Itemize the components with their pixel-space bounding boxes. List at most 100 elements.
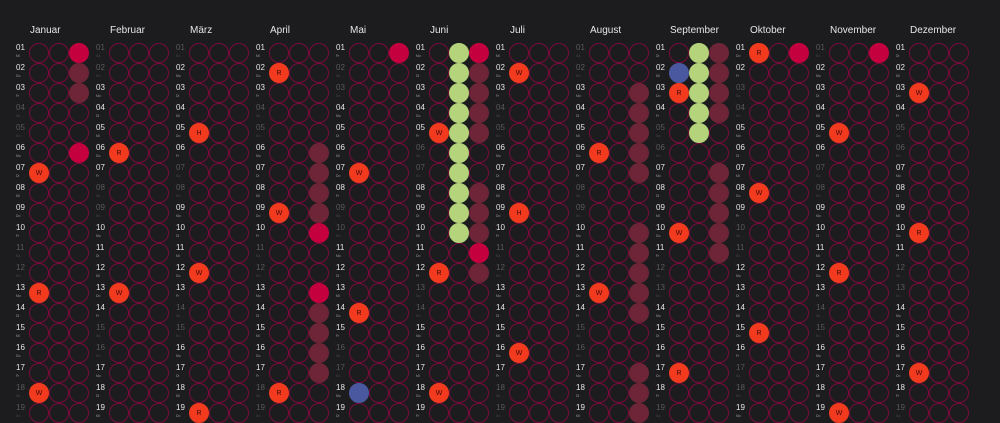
day-slot[interactable] xyxy=(129,363,149,383)
day-slot[interactable] xyxy=(849,383,869,403)
day-slot[interactable] xyxy=(389,103,409,123)
day-slot[interactable] xyxy=(309,63,329,83)
day-slot[interactable] xyxy=(289,123,309,143)
day-slot-marker[interactable]: W xyxy=(429,383,449,403)
day-slot[interactable] xyxy=(209,243,229,263)
day-slot[interactable] xyxy=(749,103,769,123)
day-slot-maroon[interactable] xyxy=(629,383,649,403)
day-slot[interactable] xyxy=(749,143,769,163)
day-slot[interactable] xyxy=(229,203,249,223)
day-slot[interactable] xyxy=(229,103,249,123)
day-slot-crimson[interactable] xyxy=(309,283,329,303)
day-slot[interactable] xyxy=(669,103,689,123)
day-slot[interactable] xyxy=(589,183,609,203)
day-slot[interactable] xyxy=(709,323,729,343)
day-slot-maroon[interactable] xyxy=(629,163,649,183)
day-slot[interactable] xyxy=(789,183,809,203)
day-slot[interactable] xyxy=(789,403,809,423)
day-slot-marker[interactable]: R xyxy=(29,283,49,303)
day-slot[interactable] xyxy=(529,143,549,163)
day-slot[interactable] xyxy=(769,403,789,423)
day-slot[interactable] xyxy=(389,263,409,283)
day-slot[interactable] xyxy=(709,383,729,403)
day-slot[interactable] xyxy=(449,343,469,363)
day-slot[interactable] xyxy=(849,303,869,323)
day-slot[interactable] xyxy=(709,403,729,423)
day-slot[interactable] xyxy=(49,123,69,143)
day-slot[interactable] xyxy=(29,43,49,63)
day-slot-maroon[interactable] xyxy=(309,343,329,363)
day-slot[interactable] xyxy=(549,223,569,243)
day-slot[interactable] xyxy=(749,303,769,323)
day-slot[interactable] xyxy=(689,403,709,423)
day-slot[interactable] xyxy=(549,163,569,183)
day-slot[interactable] xyxy=(369,363,389,383)
day-slot[interactable] xyxy=(49,323,69,343)
day-slot[interactable] xyxy=(549,403,569,423)
day-slot[interactable] xyxy=(209,283,229,303)
day-slot[interactable] xyxy=(229,323,249,343)
day-slot[interactable] xyxy=(469,143,489,163)
day-slot[interactable] xyxy=(429,183,449,203)
day-slot[interactable] xyxy=(509,263,529,283)
day-slot[interactable] xyxy=(549,383,569,403)
day-slot[interactable] xyxy=(429,143,449,163)
day-slot[interactable] xyxy=(769,43,789,63)
day-slot[interactable] xyxy=(29,223,49,243)
day-slot[interactable] xyxy=(389,163,409,183)
day-slot[interactable] xyxy=(609,303,629,323)
day-slot[interactable] xyxy=(49,103,69,123)
day-slot-marker[interactable]: R xyxy=(749,43,769,63)
day-slot[interactable] xyxy=(529,183,549,203)
day-slot-crimson[interactable] xyxy=(69,143,89,163)
day-slot[interactable] xyxy=(829,323,849,343)
day-slot[interactable] xyxy=(689,303,709,323)
day-slot[interactable] xyxy=(909,403,929,423)
day-slot[interactable] xyxy=(49,283,69,303)
day-slot[interactable] xyxy=(689,243,709,263)
day-slot[interactable] xyxy=(529,263,549,283)
day-slot[interactable] xyxy=(869,243,889,263)
day-slot-maroon[interactable] xyxy=(469,203,489,223)
day-slot-maroon[interactable] xyxy=(629,123,649,143)
day-slot[interactable] xyxy=(129,163,149,183)
day-slot[interactable] xyxy=(789,103,809,123)
day-slot[interactable] xyxy=(269,243,289,263)
day-slot[interactable] xyxy=(29,343,49,363)
day-slot[interactable] xyxy=(869,283,889,303)
day-slot[interactable] xyxy=(269,363,289,383)
day-slot-marker[interactable]: W xyxy=(749,183,769,203)
day-slot[interactable] xyxy=(389,63,409,83)
day-slot-marker[interactable]: W xyxy=(109,283,129,303)
day-slot[interactable] xyxy=(769,203,789,223)
day-slot[interactable] xyxy=(769,123,789,143)
day-slot-green[interactable] xyxy=(449,163,469,183)
day-slot[interactable] xyxy=(529,203,549,223)
day-slot[interactable] xyxy=(829,343,849,363)
day-slot[interactable] xyxy=(749,163,769,183)
day-slot[interactable] xyxy=(109,303,129,323)
day-slot[interactable] xyxy=(129,123,149,143)
day-slot[interactable] xyxy=(789,223,809,243)
day-slot[interactable] xyxy=(509,43,529,63)
day-slot[interactable] xyxy=(529,303,549,323)
day-slot[interactable] xyxy=(129,403,149,423)
day-slot[interactable] xyxy=(389,143,409,163)
day-slot[interactable] xyxy=(49,83,69,103)
day-slot[interactable] xyxy=(869,203,889,223)
day-slot[interactable] xyxy=(829,103,849,123)
day-slot[interactable] xyxy=(429,303,449,323)
day-slot[interactable] xyxy=(449,263,469,283)
day-slot-maroon[interactable] xyxy=(469,223,489,243)
day-slot-green[interactable] xyxy=(689,103,709,123)
day-slot-green[interactable] xyxy=(449,183,469,203)
day-slot[interactable] xyxy=(849,103,869,123)
day-slot[interactable] xyxy=(709,143,729,163)
day-slot[interactable] xyxy=(609,203,629,223)
day-slot[interactable] xyxy=(209,123,229,143)
day-slot[interactable] xyxy=(509,103,529,123)
day-slot-marker[interactable]: R xyxy=(109,143,129,163)
day-slot[interactable] xyxy=(209,103,229,123)
day-slot[interactable] xyxy=(389,403,409,423)
day-slot-crimson[interactable] xyxy=(869,43,889,63)
